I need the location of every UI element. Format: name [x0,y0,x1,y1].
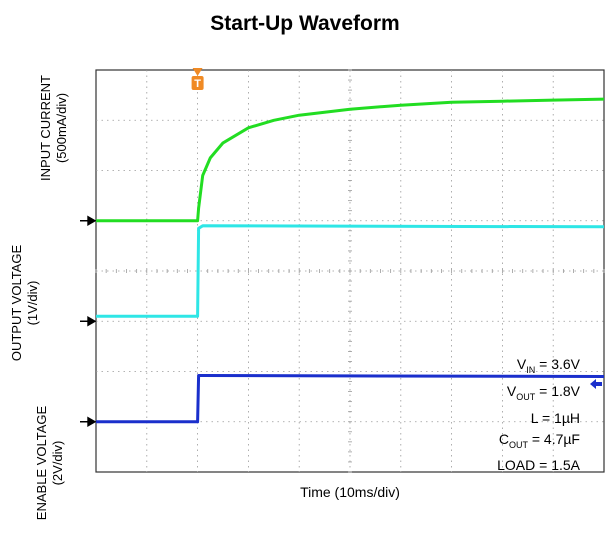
trigger-box [191,76,204,90]
chart-title: Start-Up Waveform [210,12,400,35]
ylabel-output-voltage: OUTPUT VOLTAGE (1V/div) [9,218,41,388]
vout-arrow-icon [590,379,602,389]
ylabel-enable-voltage-name: ENABLE VOLTAGE [34,405,49,521]
trigger-arrow [192,68,203,76]
test-conditions: VIN = 3.6V VOUT = 1.8V L = 1µH COUT = 4.… [497,354,580,476]
ylabel-output-voltage-scale: (1V/div) [25,280,40,326]
x-axis-label: Time (10ms/div) [300,484,400,500]
condition-vin: VIN = 3.6V [516,356,580,375]
grid [95,69,605,473]
ylabel-enable-voltage-scale: (2V/div) [50,440,65,486]
ylabel-output-voltage-name: OUTPUT VOLTAGE [9,244,24,362]
ylabel-input-current-name: INPUT CURRENT [38,75,53,181]
trace-enable-voltage [96,374,605,424]
ground-markers [80,215,97,427]
ylabel-input-current-scale: (500mA/div) [54,92,69,164]
ylabel-input-current: INPUT CURRENT (500mA/div) [38,48,70,208]
trigger-marker: T [191,68,204,90]
ground-marker-enable-voltage [80,416,97,427]
traces [96,97,605,424]
trace-input-current [96,97,605,223]
condition-load: LOAD = 1.5A [497,457,580,474]
trace-output-voltage [96,224,605,318]
trigger-label: T [194,78,201,90]
condition-vout: VOUT = 1.8V [506,382,580,402]
ground-marker-input-current [80,215,97,226]
ground-marker-output-voltage [80,316,97,327]
condition-inductor: L = 1µH [530,409,580,426]
ylabel-enable-voltage: ENABLE VOLTAGE (2V/div) [34,383,66,543]
condition-cout: COUT = 4.7µF [498,430,580,450]
